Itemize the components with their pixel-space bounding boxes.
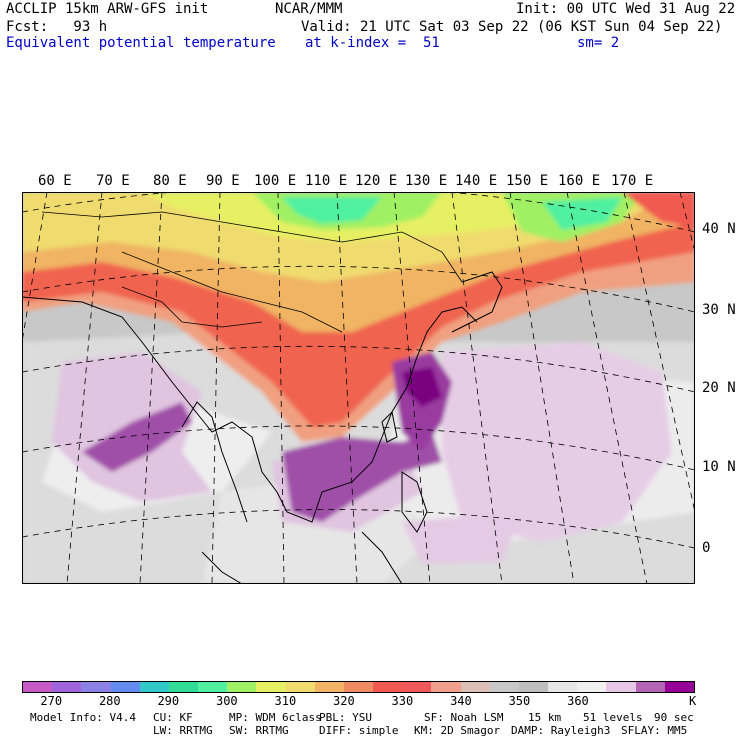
- lon-label: 160 E: [558, 173, 601, 189]
- lon-label: 60 E: [38, 173, 72, 189]
- init-time: Init: 00 UTC Wed 31 Aug 22: [516, 1, 736, 17]
- model-info-item: 90 sec: [654, 711, 694, 724]
- model-info-item: LW: RRTMG: [153, 724, 213, 737]
- coastlines: [22, 271, 503, 584]
- colorbar-swatch: [373, 682, 403, 692]
- model-info-item: 15 km: [528, 711, 562, 724]
- field-name: Equivalent potential temperature: [6, 35, 276, 51]
- colorbar-swatch: [489, 682, 519, 692]
- model-info-item: KM: 2D Smagor: [414, 724, 501, 737]
- map-frame: [22, 192, 695, 584]
- model-info-item: DAMP: Rayleigh3: [511, 724, 611, 737]
- lon-label: 110 E: [305, 173, 348, 189]
- colorbar-tick-label: 270: [40, 694, 63, 708]
- colorbar-swatch: [314, 682, 344, 692]
- colorbar-tick-label: 290: [157, 694, 180, 708]
- model-info-item: MP: WDM 6class: [229, 711, 322, 724]
- colorbar-swatch: [402, 682, 432, 692]
- lon-label: 80 E: [153, 173, 187, 189]
- lat-label: 30 N: [702, 302, 736, 318]
- colorbar-tick-label: 330: [391, 694, 414, 708]
- center-label: NCAR/MMM: [275, 1, 343, 17]
- model-info-item: SFLAY: MM5: [621, 724, 688, 737]
- lat-label: 10 N: [702, 459, 736, 475]
- colorbar-unit: K: [689, 694, 697, 708]
- lon-label: 130 E: [405, 173, 448, 189]
- colorbar-swatch: [343, 682, 374, 692]
- colorbar-tick-label: 350: [508, 694, 531, 708]
- model-info-item: SF: Noah LSM: [424, 711, 504, 724]
- colorbar-swatch: [110, 682, 140, 692]
- colorbar-swatch: [139, 682, 169, 692]
- colorbar-swatch: [460, 682, 490, 692]
- colorbar-swatch: [518, 682, 549, 692]
- model-info-item: Model Info: V4.4: [30, 711, 136, 724]
- colorbar-swatch: [635, 682, 665, 692]
- colorbar-swatch: [23, 682, 53, 692]
- colorbar-swatch: [256, 682, 286, 692]
- model-info-item: DIFF: simple: [319, 724, 399, 737]
- model-info-item: CU: KF: [153, 711, 193, 724]
- lat-label: 40 N: [702, 221, 736, 237]
- model-title: ACCLIP 15km ARW-GFS init: [6, 1, 209, 17]
- lon-label: 150 E: [506, 173, 549, 189]
- smoothing-label: sm= 2: [577, 35, 620, 51]
- lat-label: 0: [702, 540, 711, 556]
- lon-label: 120 E: [355, 173, 398, 189]
- valid-time: Valid: 21 UTC Sat 03 Sep 22 (06 KST Sun …: [301, 19, 723, 35]
- colorbar-swatch: [198, 682, 228, 692]
- colorbar-swatch: [577, 682, 607, 692]
- model-info-item: SW: RRTMG: [229, 724, 289, 737]
- colorbar-swatch: [52, 682, 82, 692]
- lon-label: 140 E: [455, 173, 498, 189]
- theta-e-field: [22, 192, 695, 584]
- colorbar-swatch: [81, 682, 111, 692]
- theta-e-map: [22, 192, 695, 584]
- lat-label: 20 N: [702, 380, 736, 396]
- model-info-item: 51 levels: [583, 711, 643, 724]
- colorbar-tick-label: 300: [215, 694, 238, 708]
- lon-label: 170 E: [611, 173, 654, 189]
- level-label: at k-index = 51: [305, 35, 440, 51]
- borders: [41, 211, 463, 333]
- colorbar-swatch: [606, 682, 636, 692]
- colorbar-swatch: [285, 682, 315, 692]
- lon-label: 70 E: [96, 173, 130, 189]
- forecast-hour: Fcst: 93 h: [6, 19, 108, 35]
- colorbar-tick-label: 360: [567, 694, 589, 708]
- colorbar-swatch: [664, 682, 694, 692]
- colorbar-swatch: [227, 682, 257, 692]
- colorbar-tick-label: 310: [274, 694, 297, 708]
- colorbar-tick-label: 280: [98, 694, 121, 708]
- model-info-item: PBL: YSU: [319, 711, 372, 724]
- colorbar-swatch: [168, 682, 199, 692]
- lon-label: 90 E: [206, 173, 240, 189]
- colorbar-tick-label: 340: [450, 694, 472, 708]
- lon-label: 100 E: [254, 173, 297, 189]
- colorbar-tick-label: 320: [333, 694, 355, 708]
- colorbar-swatch: [431, 682, 461, 692]
- colorbar-swatch: [548, 682, 578, 692]
- graticule: [22, 192, 695, 584]
- colorbar: [22, 681, 695, 693]
